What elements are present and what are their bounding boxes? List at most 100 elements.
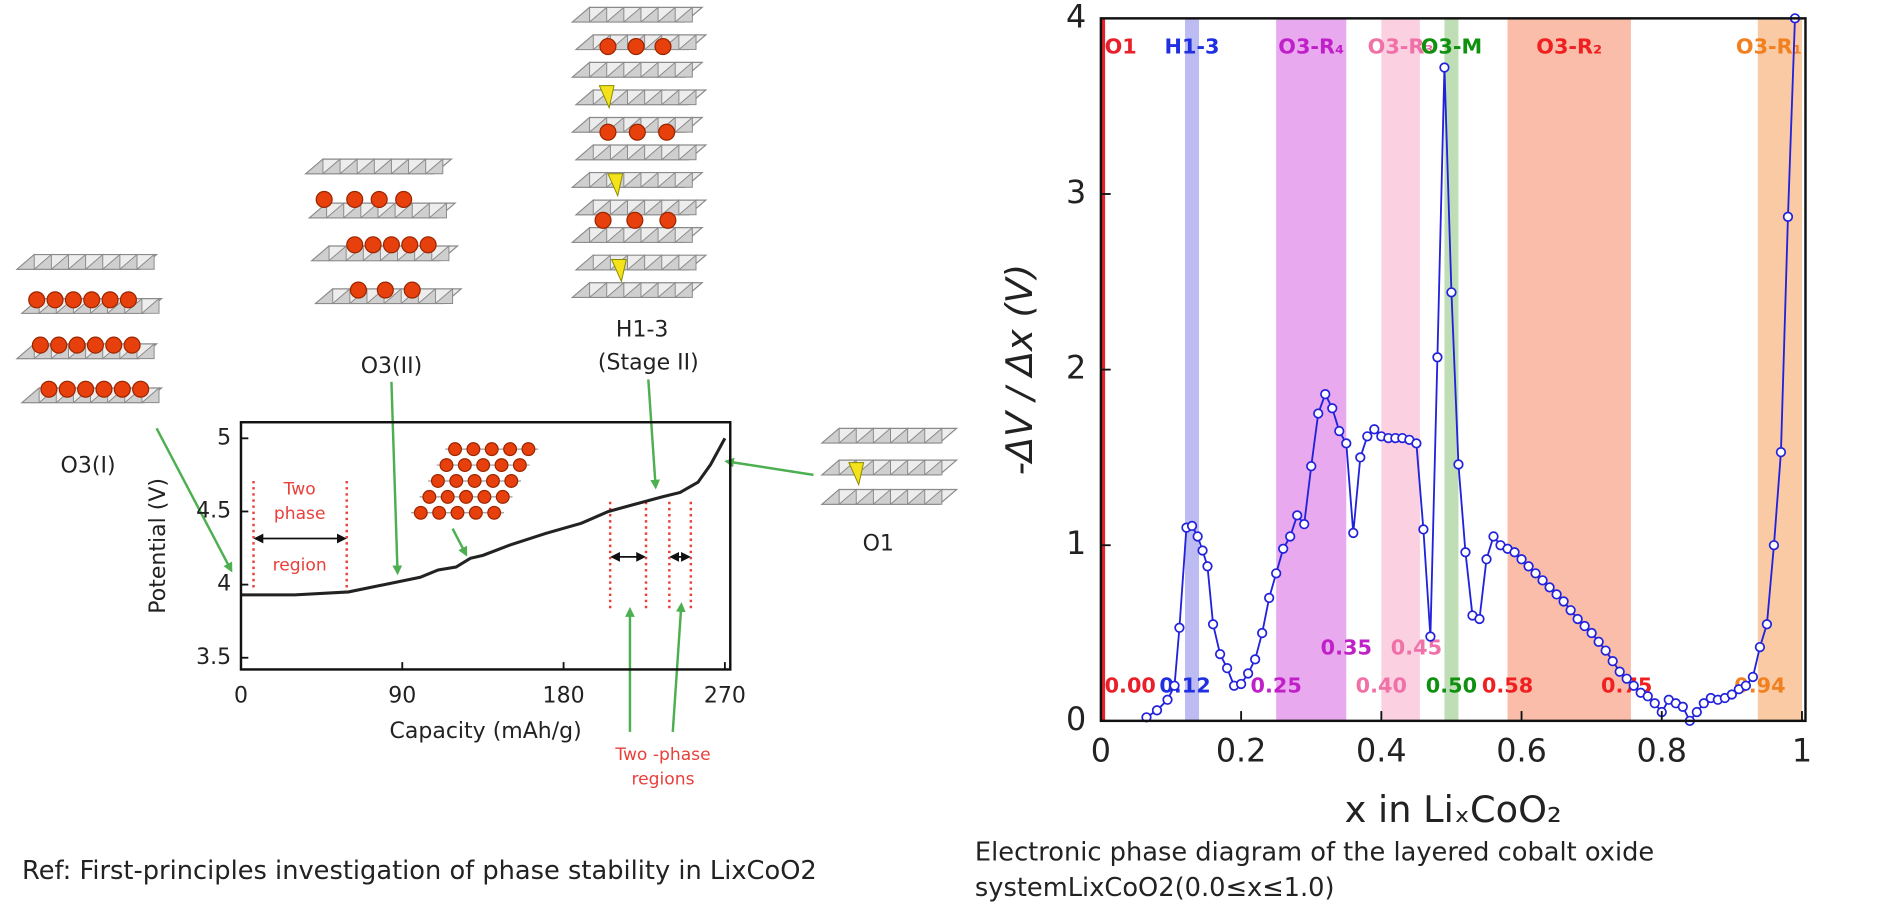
li-atom — [101, 291, 119, 309]
li-atom — [95, 380, 113, 398]
octahedron-face — [639, 6, 659, 23]
data-point — [1162, 694, 1173, 705]
phase-label: O1 — [1105, 35, 1137, 59]
data-point — [1691, 706, 1702, 718]
li-atom — [449, 474, 464, 488]
octahedron-face — [639, 171, 659, 188]
octahedron-face — [837, 488, 857, 505]
x-tick-label: 180 — [543, 683, 585, 708]
data-point — [1355, 452, 1366, 463]
octahedron-face — [622, 61, 642, 78]
octahedron-face — [622, 171, 642, 188]
li-atom — [349, 281, 367, 299]
arrow — [155, 427, 233, 573]
li-atom — [413, 505, 428, 520]
li-atom — [504, 474, 519, 488]
annotation: Two — [283, 480, 316, 500]
annotation: phase — [274, 504, 326, 524]
data-point — [1432, 352, 1443, 363]
data-point — [1306, 461, 1317, 472]
octahedron-face — [410, 202, 430, 219]
octahedron-face — [574, 88, 594, 106]
arrow — [451, 528, 468, 557]
li-atom — [466, 442, 481, 457]
octahedron-face — [639, 226, 659, 243]
octahedron-face — [673, 281, 693, 298]
data-point — [1202, 561, 1213, 572]
octahedron-face — [639, 116, 659, 133]
x-tick-label: 0 — [234, 683, 248, 708]
octahedron-face — [428, 202, 447, 219]
data-point — [1782, 211, 1794, 222]
li-atom — [594, 211, 612, 229]
li-atom — [50, 336, 68, 354]
octahedron-face — [101, 253, 121, 270]
plot-frame — [239, 421, 732, 671]
y-axis-label: Potential (V) — [146, 478, 171, 614]
data-point — [1418, 524, 1429, 535]
data-point — [1614, 666, 1625, 677]
structure-label: O3(II) — [361, 354, 422, 379]
y-tick-label: 3.5 — [196, 645, 231, 670]
data-point — [1341, 438, 1352, 449]
octahedron-face — [609, 88, 629, 106]
y-tick-label: 4.5 — [196, 498, 231, 523]
octahedron-face — [338, 158, 358, 175]
octahedron-face — [673, 226, 693, 243]
data-point — [1551, 589, 1562, 600]
octahedron-face — [376, 202, 396, 219]
octahedron-face — [837, 427, 857, 444]
octahedron-face — [50, 253, 69, 270]
data-point — [1221, 663, 1233, 674]
octahedron-face — [872, 488, 891, 505]
data-point — [1327, 403, 1338, 414]
octahedron-face — [656, 171, 676, 188]
li-atom — [315, 190, 333, 209]
li-atom — [477, 489, 492, 504]
data-point — [1754, 641, 1766, 653]
data-point — [1174, 622, 1185, 633]
x-tick-label: 270 — [704, 683, 746, 708]
octahedron-face — [677, 254, 697, 271]
octahedron-face — [643, 254, 663, 271]
li-atom — [658, 123, 676, 141]
octahedron-face — [872, 427, 891, 444]
phase-label: O3-R₄ — [1278, 35, 1344, 59]
data-point — [1151, 705, 1163, 716]
li-atom — [419, 236, 437, 254]
li-atom — [495, 489, 510, 504]
octahedron-face — [609, 199, 629, 216]
data-point — [1509, 547, 1520, 558]
data-point — [1460, 547, 1471, 558]
li-atom — [77, 380, 95, 398]
octahedron-face — [382, 287, 402, 305]
data-point — [1642, 691, 1653, 702]
octahedron-face — [67, 253, 87, 270]
y-tick-label: 3 — [1066, 173, 1086, 211]
li-atom — [468, 505, 483, 520]
octahedron-face — [660, 88, 680, 106]
boundary-label: 0.12 — [1159, 674, 1210, 698]
data-point — [1698, 698, 1709, 709]
data-point — [1320, 389, 1331, 400]
octahedron-face — [656, 281, 676, 298]
x-tick-label: 0.8 — [1636, 732, 1687, 770]
caption: Ref: First-principles investigation of p… — [22, 856, 817, 886]
octahedron-face — [591, 254, 611, 271]
tetrahedral-site — [848, 462, 865, 487]
x-tick-label: 0 — [1091, 732, 1111, 770]
octahedron-face — [574, 199, 594, 216]
data-point — [1250, 654, 1261, 665]
octahedron-face — [677, 143, 697, 161]
octahedron-face — [906, 459, 926, 476]
tetrahedral-site — [610, 258, 627, 284]
octahedron-face — [622, 226, 642, 243]
phase-label: H1-3 — [1165, 35, 1220, 59]
octahedron-face — [430, 244, 450, 262]
li-atom — [105, 336, 123, 354]
data-point — [1726, 689, 1738, 700]
li-atom — [512, 458, 527, 473]
x-tick-label: 1 — [1792, 732, 1812, 770]
li-atom — [46, 291, 64, 309]
